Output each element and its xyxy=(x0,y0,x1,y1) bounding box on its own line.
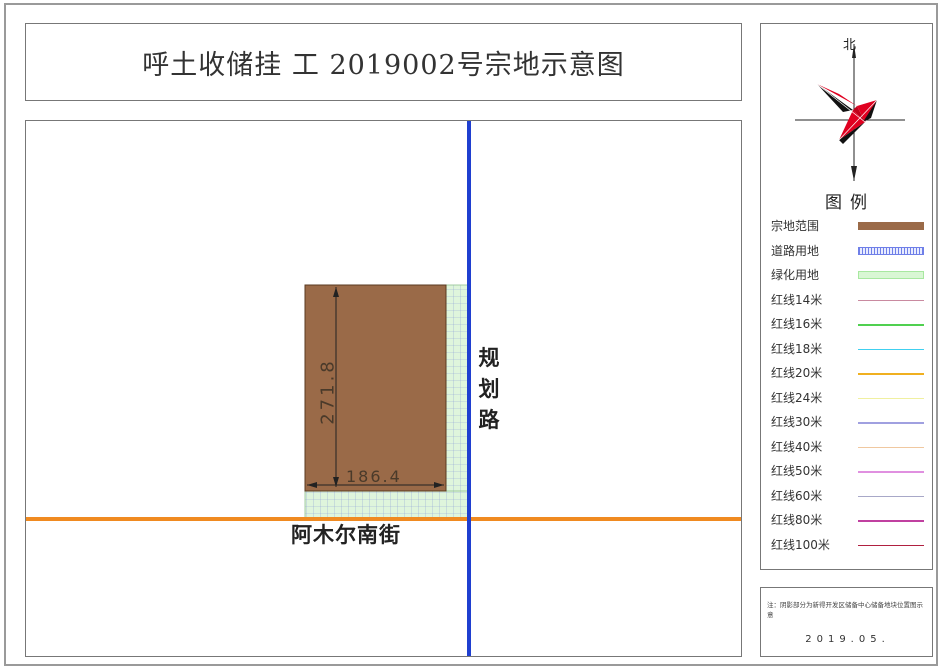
legend-item: 红线16米 xyxy=(761,312,934,337)
legend-item-label: 红线40米 xyxy=(771,439,823,454)
legend-item: 宗地范围 xyxy=(761,214,934,239)
legend-swatch xyxy=(858,299,924,301)
legend-item-label: 红线24米 xyxy=(771,390,823,405)
legend-item: 道路用地 xyxy=(761,239,934,264)
dimension-arrow-bottom xyxy=(333,477,339,487)
legend-swatch xyxy=(858,471,924,473)
legend-item: 红线100米 xyxy=(761,533,934,558)
legend-item-label: 红线20米 xyxy=(771,366,823,380)
road-label-char-2: 划 xyxy=(478,377,500,401)
legend-item: 红线20米 xyxy=(761,361,934,386)
legend-item-label: 红线100米 xyxy=(771,537,830,552)
dimension-arrow-right xyxy=(434,482,444,488)
legend-item-label: 红线30米 xyxy=(771,415,823,429)
legend-title: 图例 xyxy=(825,193,875,213)
legend-swatch xyxy=(858,397,924,399)
legend-swatch xyxy=(858,544,924,546)
dimension-label-height: 271.8 xyxy=(317,358,339,425)
legend-item-label: 红线14米 xyxy=(771,292,823,307)
legend-swatch xyxy=(858,495,924,497)
map-drawing xyxy=(26,121,741,656)
parcel-area xyxy=(304,284,447,492)
green-belt-bottom xyxy=(304,490,469,519)
legend-item: 红线80米 xyxy=(761,508,934,533)
legend-swatch xyxy=(858,222,924,230)
road-label-guihua: 规 划 路 xyxy=(476,343,502,436)
green-belt-right xyxy=(445,284,469,498)
road-label-amuer: 阿木尔南街 xyxy=(291,523,401,547)
legend-item-label: 红线60米 xyxy=(771,488,823,503)
legend-swatch xyxy=(858,246,924,255)
dimension-label-width: 186.4 xyxy=(346,467,402,486)
legend-swatch xyxy=(858,446,924,448)
map-title-box: 呼土收储挂 工 2019002号宗地示意图 xyxy=(25,23,742,101)
dimension-arrow-left xyxy=(307,482,317,488)
legend-item-label: 红线18米 xyxy=(771,341,823,356)
legend-swatch xyxy=(858,520,924,522)
road-label-char-3: 路 xyxy=(478,408,500,432)
legend-swatch xyxy=(858,348,924,350)
note-text: 注：阴影部分为新得开发区储备中心储备地块位置图示意 xyxy=(767,601,923,619)
legend-panel: 北 图例 宗地范围道路用地绿化用地红线14米红线16米红线18米红线20米红线2… xyxy=(760,23,933,570)
legend-item: 红线18米 xyxy=(761,337,934,362)
legend-item: 红线40米 xyxy=(761,435,934,460)
legend-list: 宗地范围道路用地绿化用地红线14米红线16米红线18米红线20米红线24米红线3… xyxy=(761,214,934,557)
dimension-arrow-top xyxy=(333,287,339,297)
legend-item-label: 宗地范围 xyxy=(771,219,820,233)
legend-swatch xyxy=(858,271,924,279)
legend-item: 红线14米 xyxy=(761,288,934,313)
legend-swatch xyxy=(858,324,924,326)
legend-swatch xyxy=(858,373,924,375)
legend-item: 绿化用地 xyxy=(761,263,934,288)
legend-item: 红线24米 xyxy=(761,386,934,411)
legend-item: 红线30米 xyxy=(761,410,934,435)
map-canvas: 规 划 路 阿木尔南街 271.8 186.4 xyxy=(25,120,742,657)
legend-swatch xyxy=(858,422,924,424)
compass-icon xyxy=(795,44,905,181)
legend-item-label: 道路用地 xyxy=(771,243,820,258)
road-label-char-1: 规 xyxy=(478,346,500,370)
legend-item-label: 红线16米 xyxy=(771,317,823,331)
legend-item-label: 红线50米 xyxy=(771,464,823,478)
legend-item-label: 绿化用地 xyxy=(771,268,820,282)
legend-item: 红线50米 xyxy=(761,459,934,484)
legend-item: 红线60米 xyxy=(761,484,934,509)
map-title: 呼土收储挂 工 2019002号宗地示意图 xyxy=(142,49,625,81)
north-label: 北 xyxy=(843,38,857,53)
note-box: 注：阴影部分为新得开发区储备中心储备地块位置图示意 2019.05. xyxy=(760,587,933,657)
legend-item-label: 红线80米 xyxy=(771,513,823,527)
note-date: 2019.05. xyxy=(805,634,890,645)
